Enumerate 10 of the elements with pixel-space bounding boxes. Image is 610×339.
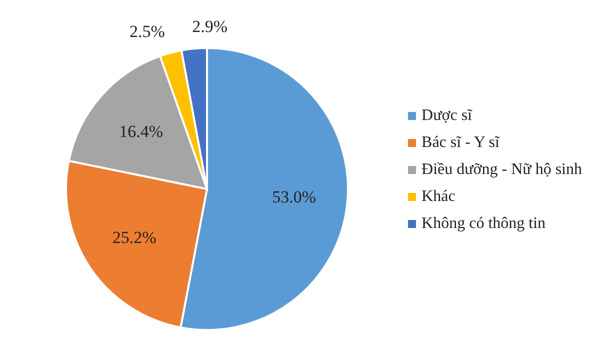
data-label: 16.4%	[119, 122, 164, 142]
legend-label: Dược sĩ	[422, 106, 472, 124]
data-label: 53.0%	[272, 188, 316, 207]
legend-label: Không có thông tin	[422, 214, 546, 232]
data-label: 25.2%	[112, 228, 156, 248]
data-label: 2.5%	[130, 22, 165, 42]
legend-label: Bác sĩ - Y sĩ	[422, 134, 500, 152]
data-label: 2.9%	[192, 17, 228, 36]
legend-label: Điều dưỡng - Nữ hộ sinh	[422, 160, 582, 178]
legend-label: Khác	[422, 188, 456, 206]
